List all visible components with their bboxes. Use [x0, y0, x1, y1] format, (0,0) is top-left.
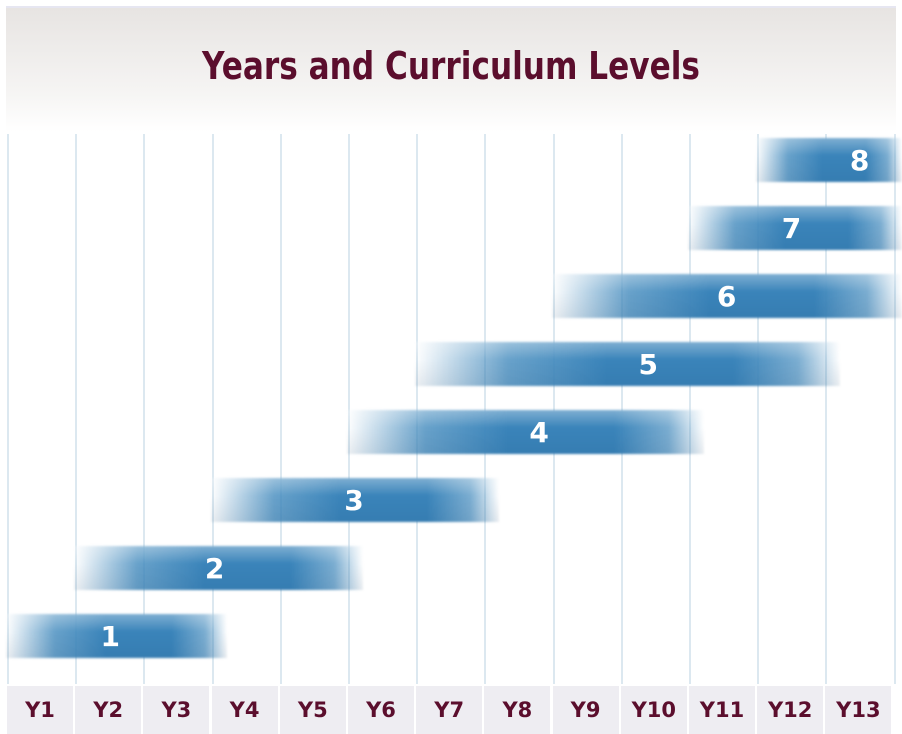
level-bar-fill — [74, 546, 363, 590]
year-label: Y2 — [75, 686, 142, 734]
gridline — [211, 134, 214, 684]
gridline — [620, 134, 623, 684]
gridline — [279, 134, 282, 684]
year-label: Y6 — [348, 686, 414, 734]
year-label: Y10 — [620, 686, 687, 734]
level-bar: 4 — [347, 410, 704, 454]
diagram-title: Years and Curriculum Levels — [202, 44, 700, 88]
level-label: 1 — [100, 620, 121, 653]
year-label: Y9 — [552, 686, 619, 734]
level-label: 2 — [204, 552, 225, 585]
gridline — [348, 134, 350, 684]
title-banner: Years and Curriculum Levels — [6, 6, 896, 132]
level-bar-fill — [347, 410, 704, 454]
year-label: Y13 — [825, 686, 892, 734]
gridline — [7, 134, 9, 684]
level-bar: 2 — [74, 546, 363, 590]
level-bar-fill — [415, 342, 841, 386]
year-label: Y1 — [7, 686, 73, 734]
gridline — [416, 134, 419, 684]
level-label: 4 — [529, 416, 549, 449]
level-bar-fill — [210, 478, 500, 522]
year-label: Y8 — [484, 686, 551, 734]
level-bar: 1 — [6, 614, 227, 658]
gridline — [689, 134, 691, 684]
year-label: Y5 — [279, 686, 346, 734]
level-bar: 3 — [210, 478, 500, 522]
year-label: Y12 — [757, 686, 824, 734]
level-bar: 5 — [415, 342, 841, 386]
level-label: 5 — [638, 348, 658, 381]
gridline — [143, 134, 146, 684]
gridline — [893, 134, 896, 684]
year-label: Y4 — [211, 686, 278, 734]
level-label: 7 — [781, 212, 802, 245]
level-bar-fill — [6, 614, 227, 658]
level-label: 8 — [849, 144, 870, 177]
year-label: Y3 — [143, 686, 210, 734]
level-bar: 7 — [688, 206, 902, 250]
gridline — [552, 134, 555, 684]
gridline — [825, 134, 828, 684]
level-label: 3 — [344, 484, 364, 517]
level-bar: 8 — [756, 138, 902, 182]
level-bar-fill — [756, 138, 902, 182]
gridline — [484, 134, 487, 684]
level-bar-fill — [688, 206, 902, 250]
year-axis: Y1 Y2 Y3 Y4 Y5 Y6 Y7 Y8 Y9 Y10 Y11 Y12 Y13 — [6, 686, 896, 734]
year-label: Y11 — [689, 686, 755, 734]
year-label: Y7 — [416, 686, 483, 734]
gridline — [757, 134, 760, 684]
level-label: 6 — [716, 280, 737, 313]
level-bar: 6 — [551, 274, 902, 318]
gridline — [75, 134, 78, 684]
level-bar-fill — [551, 274, 902, 318]
